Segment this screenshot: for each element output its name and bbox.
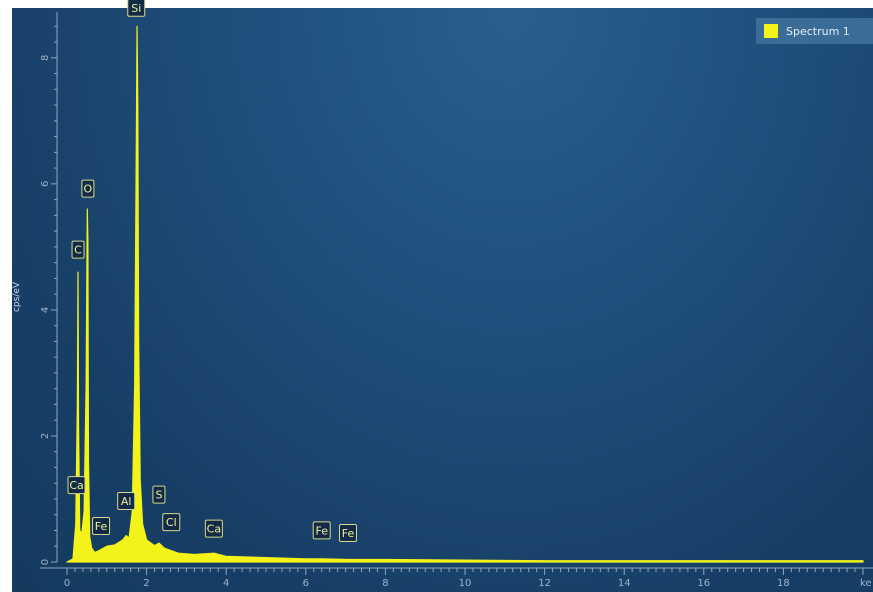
series-layer [66, 25, 864, 563]
peak-label[interactable]: C [71, 240, 85, 259]
peak-label-text: Si [131, 2, 141, 15]
y-tick-label: 2 [40, 433, 51, 439]
peak-labels: Si O C Ca Fe Al S Cl Ca Fe Fe [67, 0, 357, 542]
spectrum-series [66, 25, 864, 563]
peak-label[interactable]: Ca [204, 519, 223, 538]
y-tick-label: 0 [40, 559, 51, 565]
peak-label-text: S [155, 489, 162, 502]
x-tick-label: 10 [459, 578, 472, 589]
peak-label[interactable]: Al [117, 492, 136, 511]
peak-label-text: Fe [95, 520, 108, 533]
legend-label: Spectrum 1 [786, 24, 850, 38]
peak-label[interactable]: S [152, 485, 166, 504]
peak-label-box [162, 513, 181, 532]
x-tick-label: 0 [64, 578, 70, 589]
peak-label-text: Ca [207, 523, 221, 536]
peak-label[interactable]: Fe [92, 517, 111, 536]
peak-label-text: Al [121, 495, 132, 508]
peak-label-box [92, 517, 111, 536]
legend[interactable]: Spectrum 1 [756, 18, 873, 44]
x-tick-label: 16 [697, 578, 710, 589]
peak-label[interactable]: Si [127, 0, 146, 17]
peak-label-text: C [74, 244, 82, 257]
peak-label-box [67, 476, 86, 495]
peak-label-text: O [84, 183, 93, 196]
peak-label-box [204, 519, 223, 538]
peak-label-box [127, 0, 146, 17]
peak-label-box [81, 179, 95, 198]
peak-label-text: Cl [166, 516, 177, 529]
peak-label-box [312, 521, 331, 540]
peak-label-text: Fe [315, 524, 328, 537]
y-tick-label: 6 [40, 181, 51, 187]
peak-label-text: Fe [342, 527, 355, 540]
x-tick-label: 18 [777, 578, 790, 589]
peak-label[interactable]: O [81, 179, 95, 198]
x-axis: 0 2 4 6 8 10 12 14 16 18 ke [40, 567, 873, 589]
peak-label[interactable]: Cl [162, 513, 181, 532]
peak-label-box [71, 240, 85, 259]
x-axis-unit: ke [860, 578, 872, 589]
peak-label[interactable]: Fe [338, 523, 357, 542]
x-tick-label: 12 [538, 578, 551, 589]
y-tick-label: 8 [40, 55, 51, 61]
x-tick-label: 14 [618, 578, 631, 589]
legend-swatch [764, 24, 778, 38]
peak-label[interactable]: Fe [312, 521, 331, 540]
peak-label-box [338, 523, 357, 542]
x-tick-label: 6 [303, 578, 309, 589]
x-tick-label: 8 [382, 578, 388, 589]
x-tick-label: 4 [223, 578, 229, 589]
peak-label-box [117, 492, 136, 511]
peak-label[interactable]: Ca [67, 476, 86, 495]
y-axis: 0 2 4 6 8 [40, 12, 58, 565]
peak-label-box [152, 485, 166, 504]
x-tick-label: 2 [143, 578, 149, 589]
peak-label-text: Ca [69, 479, 83, 492]
y-tick-label: 4 [40, 307, 51, 313]
